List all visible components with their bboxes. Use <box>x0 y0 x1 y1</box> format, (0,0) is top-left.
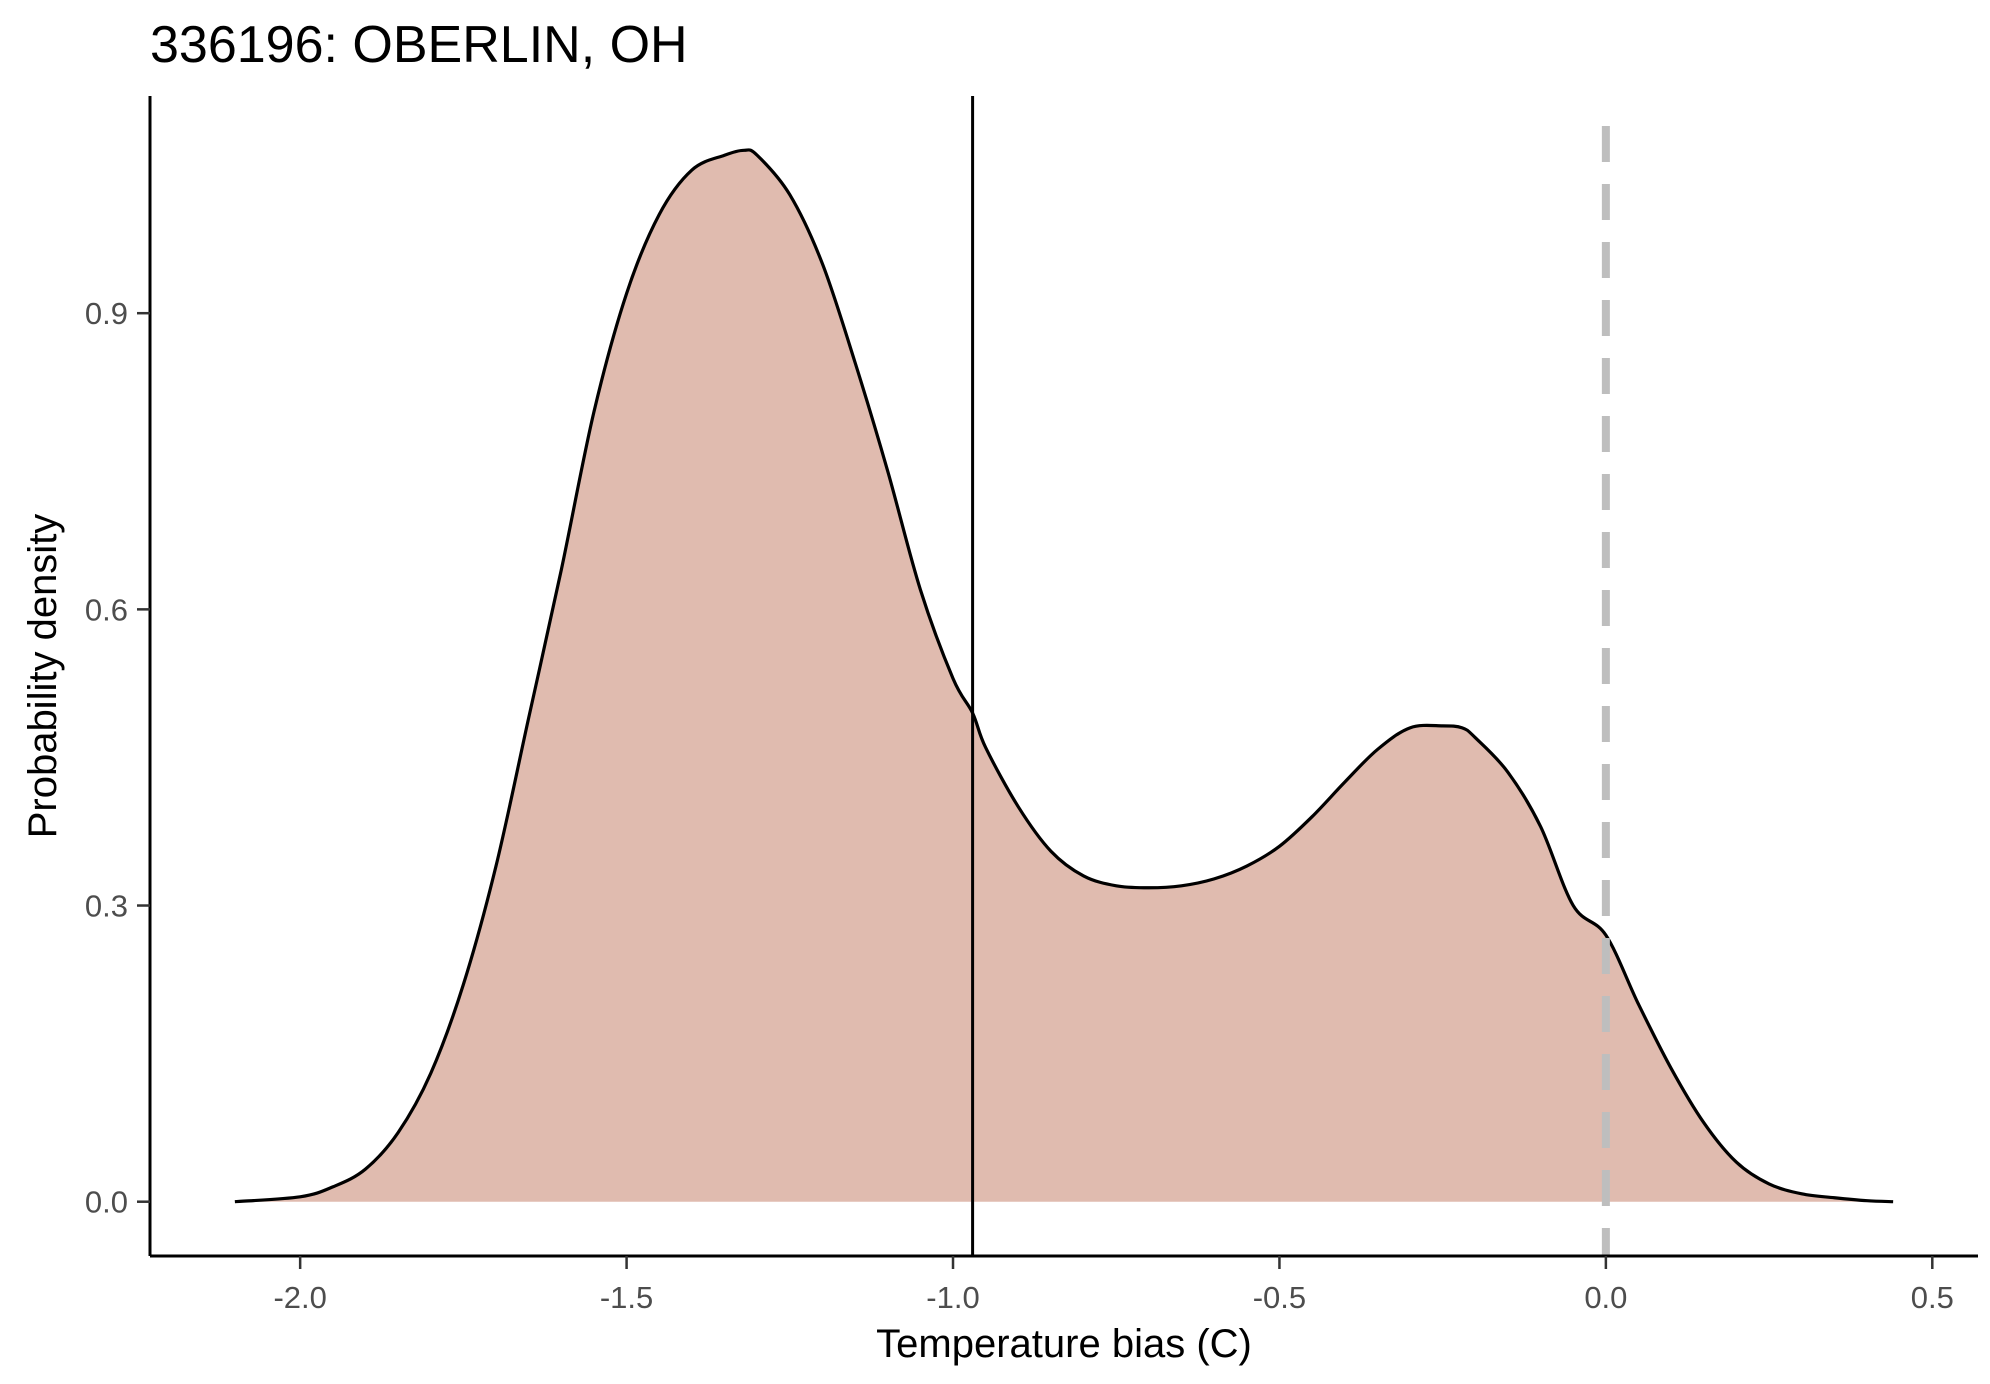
y-axis-ticks: 0.0 0.3 0.6 0.9 <box>85 296 150 1220</box>
x-tick-label: -1.5 <box>600 1280 653 1315</box>
y-tick-label: 0.0 <box>85 1185 128 1220</box>
plot-area <box>234 96 1894 1256</box>
y-tick-label: 0.3 <box>85 889 128 924</box>
y-axis-label: Probability density <box>21 514 65 839</box>
chart-title: 336196: OBERLIN, OH <box>150 16 688 74</box>
y-tick-label: 0.9 <box>85 296 128 331</box>
y-tick-label: 0.6 <box>85 592 128 627</box>
x-tick-label: -1.0 <box>926 1280 979 1315</box>
axes <box>148 96 1978 1258</box>
x-tick-label: -0.5 <box>1253 1280 1306 1315</box>
x-tick-label: 0.0 <box>1584 1280 1627 1315</box>
x-axis-label: Temperature bias (C) <box>876 1322 1252 1366</box>
density-curve-0 <box>234 148 1894 1204</box>
x-axis-ticks: -2.0 -1.5 -1.0 -0.5 0.0 0.5 <box>273 1256 1954 1315</box>
x-tick-label: -2.0 <box>273 1280 326 1315</box>
density-area-fill-0 <box>234 149 1894 1202</box>
x-tick-label: 0.5 <box>1911 1280 1954 1315</box>
